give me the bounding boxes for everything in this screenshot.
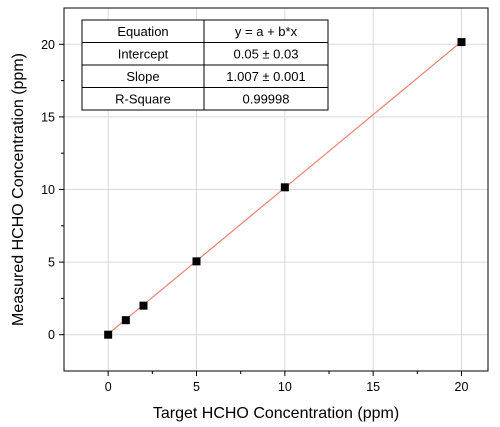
- y-axis-label: Measured HCHO Concentration (ppm): [10, 53, 27, 326]
- y-tick-label: 5: [48, 256, 55, 270]
- table-cell-value: 0.99998: [243, 92, 290, 107]
- x-tick-label: 10: [278, 380, 292, 394]
- y-tick-label: 0: [48, 328, 55, 342]
- table-cell-value: 1.007 ± 0.001: [226, 69, 305, 84]
- x-axis-label: Target HCHO Concentration (ppm): [153, 405, 399, 422]
- table-cell-label: Intercept: [118, 47, 169, 62]
- data-point: [457, 38, 466, 47]
- data-point: [104, 330, 113, 339]
- fit-table: Equation y = a + b*x Intercept 0.05 ± 0.03 S…: [81, 19, 329, 111]
- data-point: [139, 301, 148, 310]
- data-point: [280, 183, 289, 192]
- y-tick-label: 20: [41, 38, 55, 52]
- data-points: [104, 38, 466, 339]
- x-tick-label: 5: [193, 380, 200, 394]
- data-point: [192, 257, 201, 266]
- table-cell-label: Equation: [117, 24, 168, 39]
- x-tick-label: 15: [366, 380, 380, 394]
- axis-ticks: 0 5 10 15 20 0 5 10 15 20: [41, 38, 468, 394]
- table-cell-value: 0.05 ± 0.03: [234, 47, 299, 62]
- table-cell-label: Slope: [126, 69, 159, 84]
- table-cell-value: y = a + b*x: [235, 24, 298, 39]
- x-tick-label: 0: [105, 380, 112, 394]
- x-tick-label: 20: [455, 380, 469, 394]
- data-point: [121, 316, 130, 325]
- y-tick-label: 15: [41, 110, 55, 124]
- y-tick-label: 10: [41, 183, 55, 197]
- table-cell-label: R-Square: [115, 92, 171, 107]
